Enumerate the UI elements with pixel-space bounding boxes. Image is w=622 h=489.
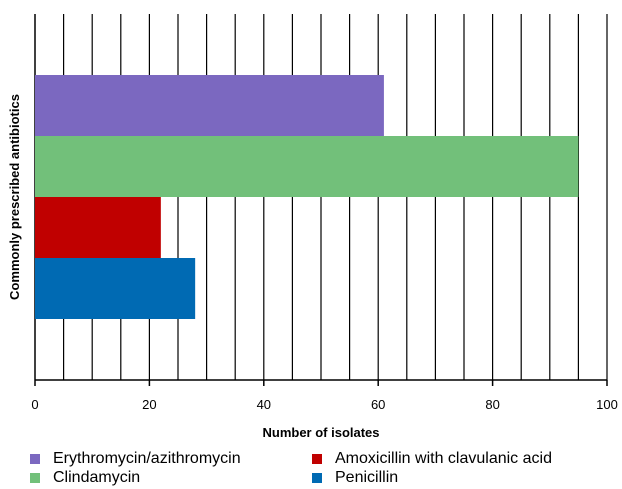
x-axis-title: Number of isolates (262, 425, 379, 440)
x-axis-ticks: 0 20 40 60 80 100 (31, 380, 618, 412)
legend-label: Clindamycin (53, 469, 141, 486)
bar-2 (35, 197, 161, 258)
x-tick-label: 100 (596, 397, 618, 412)
bar-0 (35, 75, 384, 136)
legend-swatch (312, 472, 322, 483)
legend-label: Penicillin (335, 469, 399, 486)
legend-item-clindamycin: Clindamycin (30, 468, 312, 487)
legend-item-penicillin: Penicillin (312, 468, 602, 487)
x-tick-label: 80 (485, 397, 499, 412)
bar-3 (35, 258, 196, 319)
legend-label: Amoxicillin with clavulanic acid (335, 450, 552, 467)
x-tick-label: 0 (31, 397, 38, 412)
legend-item-erythromycin: Erythromycin/azithromycin (30, 449, 312, 468)
legend-item-amoxicillin: Amoxicillin with clavulanic acid (312, 449, 602, 468)
x-tick-label: 60 (371, 397, 385, 412)
y-axis-title: Commonly prescribed antibiotics (7, 94, 22, 300)
bar-1 (35, 136, 579, 197)
legend-swatch (312, 453, 322, 464)
legend-swatch (30, 453, 40, 464)
x-tick-label: 20 (142, 397, 156, 412)
legend-label: Erythromycin/azithromycin (53, 450, 241, 467)
legend: Erythromycin/azithromycin Amoxicillin wi… (30, 449, 610, 489)
x-tick-label: 40 (257, 397, 271, 412)
bar-chart: 0 20 40 60 80 100 Number of isolates Commonly… (7, 14, 618, 440)
bars (35, 75, 579, 319)
legend-swatch (30, 472, 40, 483)
